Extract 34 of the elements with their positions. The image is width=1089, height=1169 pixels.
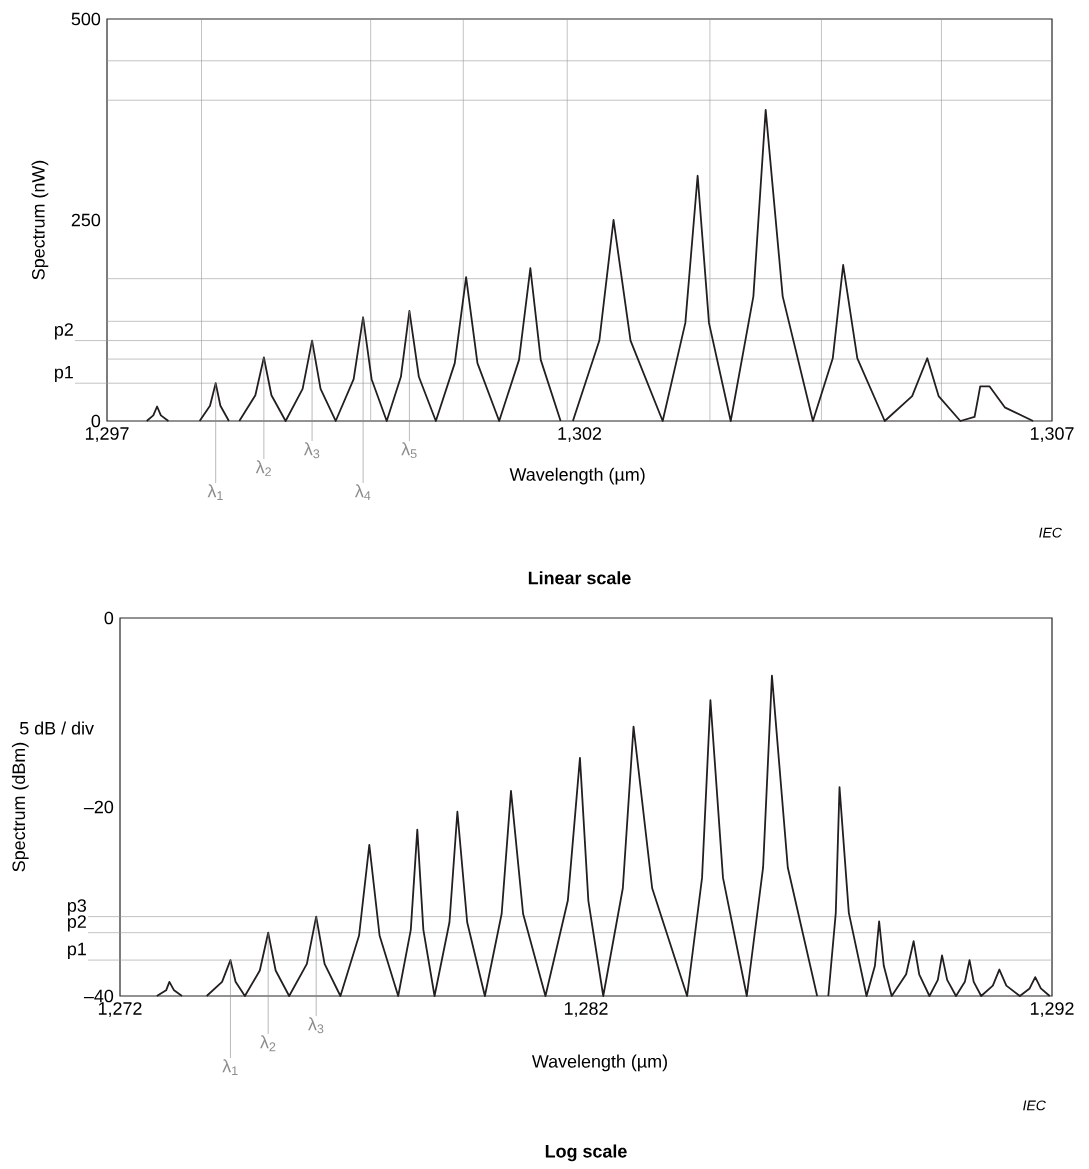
y-tick-label: 500 (71, 12, 101, 26)
ref-line-label: p2 (68, 915, 86, 932)
text: 5 dB / div (19, 721, 94, 735)
x-tick-label: 1,292 (1030, 1002, 1074, 1017)
annotation: λ$_{3}$ (303, 442, 320, 459)
ref-line-label: p1 (55, 365, 73, 382)
y-tick-label: –40 (83, 989, 114, 1003)
x-tick-label: 1,297 (85, 427, 129, 442)
annotation: λ$_{2}$ (255, 460, 271, 477)
y-axis-title: Spectrum (nW) (31, 160, 49, 280)
ref-line-label: p3 (68, 899, 87, 916)
y-tick-label: –20 (83, 800, 114, 814)
ref-line-label: p2 (55, 323, 73, 340)
ref-line-label: p1 (68, 942, 86, 959)
text: Log scale (545, 1144, 627, 1162)
annotation: λ$_{1}$ (222, 1059, 238, 1075)
x-tick-label: 1,282 (564, 1002, 608, 1017)
annotation: λ$_{4}$ (355, 484, 371, 500)
y-tick-label: 250 (71, 213, 101, 227)
annotation: λ$_{1}$ (207, 484, 223, 500)
annotation: λ$_{3}$ (308, 1017, 324, 1034)
x-tick-label: 1,307 (1030, 427, 1074, 442)
text: Linear scale (528, 571, 631, 585)
text: IEC (1023, 1100, 1046, 1111)
annotation: λ$_{2}$ (260, 1035, 276, 1052)
text: IEC (1039, 527, 1062, 538)
y-axis-title: Spectrum (dBm) (11, 742, 29, 872)
x-tick-label: 1,272 (98, 1002, 142, 1017)
x-axis-title: Wavelength (µm) (531, 1054, 667, 1072)
x-tick-label: 1,302 (558, 427, 602, 442)
x-axis-title: Wavelength (µm) (509, 467, 645, 485)
y-tick-label: 0 (91, 414, 101, 428)
annotation: λ$_{5}$ (401, 442, 417, 459)
y-tick-label: 0 (104, 611, 114, 625)
